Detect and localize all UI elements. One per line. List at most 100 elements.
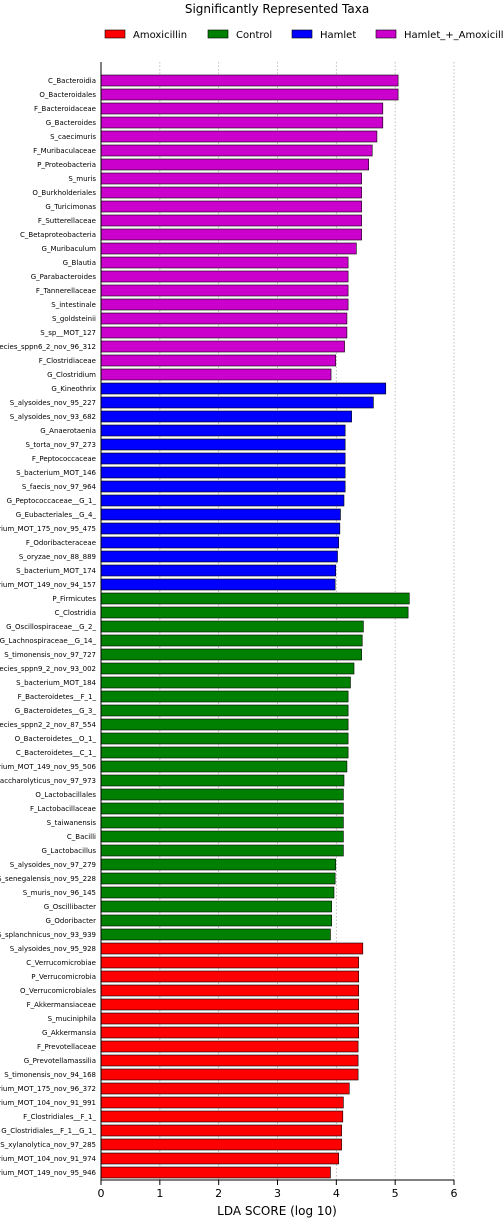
y-tick-label: S_bacterium_MOT_149_nov_95_506 (0, 763, 97, 771)
bar-s-bacterium-mot-104-nov-91-991 (100, 1096, 344, 1109)
y-tick-label: S_saccharolyticus_nov_97_973 (0, 777, 96, 785)
bar-o-verrucomicrobiales (100, 984, 359, 997)
y-tick-label: F_Lactobacillaceae (30, 805, 96, 813)
bar-s-bacterium-mot-184 (100, 676, 351, 689)
bar-f-tannerellaceae (100, 284, 349, 297)
y-tick-label: G_Eubacteriales__G_4_ (16, 511, 97, 519)
bar-g-blautia (100, 256, 349, 269)
bar-s-alysoides-nov-95-227 (100, 396, 374, 409)
y-tick-label: S_bacterium_MOT_149_nov_95_946 (0, 1169, 97, 1177)
bar-g-eubacteriales-g-4 (100, 508, 341, 521)
bar-g-parabacteroides (100, 270, 349, 283)
bar-o-burkholderiales (100, 186, 362, 199)
y-tick-label: S_alysoides_nov_97_279 (10, 861, 96, 869)
y-tick-label: G_Odoribacter (46, 917, 97, 925)
bar-o-bacteroidales (100, 88, 399, 101)
bar-s-alysoides-nov-97-279 (100, 858, 337, 871)
y-tick-label: F_Muribaculaceae (33, 147, 96, 155)
y-tick-label: S_timonensis_nov_97_727 (4, 651, 96, 659)
y-tick-label: G_Anaerotaenia (40, 427, 96, 435)
y-tick-label: S_bacterium_MOT_184 (16, 679, 96, 687)
bar-c-bacteroidia (100, 74, 399, 87)
bar-f-clostridiales-f-1 (100, 1110, 344, 1123)
y-tick-label: G_Lactobacillus (42, 847, 97, 855)
y-tick-label: species_sppn2_2_nov_87_554 (0, 721, 97, 729)
bar-series (100, 74, 410, 1179)
legend-label-control: Control (236, 30, 272, 41)
y-tick-label: S_caecimuris (50, 133, 96, 141)
bar-o-lactobacillales (100, 788, 344, 801)
bar-f-lactobacillaceae (100, 802, 344, 815)
x-tick-label: 4 (333, 1187, 340, 1200)
bar-f-muribaculaceae (100, 144, 373, 157)
y-tick-label: S_intestinale (51, 301, 96, 309)
y-tick-label: F_Sutterellaceae (38, 217, 96, 225)
bar-s-bacterium-mot-104-nov-91-974 (100, 1152, 339, 1165)
y-tick-label: C_Verrucomicrobiae (26, 959, 96, 967)
bar-s-bacterium-mot-146 (100, 466, 346, 479)
y-tick-label: G_Peptococcaceae__G_1_ (7, 497, 97, 505)
y-tick-label: S_bacterium_MOT_104_nov_91_991 (0, 1099, 96, 1107)
chart-title: Significantly Represented Taxa (185, 2, 369, 16)
x-tick-label: 2 (215, 1187, 222, 1200)
bar-s-muciniphila (100, 1012, 359, 1025)
bar-s-oryzae-nov-88-889 (100, 550, 338, 563)
y-tick-label: C_Clostridia (55, 609, 96, 617)
y-tick-label: O_Bacteroidales (39, 91, 96, 99)
y-tick-label: F_Odoribacteraceae (26, 539, 96, 547)
y-tick-label: S_bacterium_MOT_146 (16, 469, 96, 477)
bar-g-muribaculum (100, 242, 357, 255)
bar-g-anaerotaenia (100, 424, 346, 437)
bar-s-torta-nov-97-273 (100, 438, 346, 451)
y-tick-label: G_Bacteroidetes__G_3_ (15, 707, 97, 715)
bar-s-goldsteinii (100, 312, 348, 325)
bar-f-bacteroidaceae (100, 102, 384, 115)
y-tick-label: F_Tannerellaceae (36, 287, 96, 295)
bar-f-akkermansiaceae (100, 998, 359, 1011)
bar-s-muris (100, 172, 362, 185)
y-tick-label: G_Parabacteroides (31, 273, 97, 281)
x-tick-label: 3 (274, 1187, 281, 1200)
bar-f-peptococcaceae (100, 452, 346, 465)
y-tick-label: S_torta_nov_97_273 (25, 441, 96, 449)
bar-g-kineothrix (100, 382, 387, 395)
bar-g-oscillospiraceae-g-2 (100, 620, 364, 633)
bar-c-bacteroidetes-c-1 (100, 746, 349, 759)
y-tick-label: P_Verrucomicrobia (31, 973, 96, 981)
bar-species-sppn6-2-nov-96-312 (100, 340, 345, 353)
bar-s-senegalensis-nov-95-228 (100, 872, 336, 885)
bar-species-sppn9-2-nov-93-002 (100, 662, 355, 675)
y-tick-label: C_Bacteroidia (48, 77, 96, 85)
legend-swatch-hamlet-amoxicillin (375, 29, 397, 39)
bar-g-lachnospiraceae-g-14 (100, 634, 363, 647)
bar-c-clostridia (100, 606, 409, 619)
bar-g-peptococcaceae-g-1 (100, 494, 345, 507)
bar-s-intestinale (100, 298, 349, 311)
y-tick-label: species_sppn9_2_nov_93_002 (0, 665, 96, 673)
y-tick-label: S_taiwanensis (47, 819, 97, 827)
y-tick-label: C_Bacilli (67, 833, 96, 841)
bar-s-bacterium-mot-174 (100, 564, 337, 577)
y-tick-label: C_Betaproteobacteria (20, 231, 96, 239)
bar-species-sppn2-2-nov-87-554 (100, 718, 349, 731)
y-tick-label: G_Muribaculum (42, 245, 97, 253)
y-tick-label: S_oryzae_nov_88_889 (19, 553, 96, 561)
bar-g-odoribacter (100, 914, 332, 927)
x-tick-label: 5 (392, 1187, 399, 1200)
y-tick-label: G_Turicimonas (45, 203, 96, 211)
bar-s-timonensis-nov-97-727 (100, 648, 362, 661)
bar-g-oscillibacter (100, 900, 332, 913)
bar-g-clostridiales-f-1-g-1 (100, 1124, 342, 1137)
y-tick-label: F_Bacteroidaceae (34, 105, 96, 113)
bar-c-bacilli (100, 830, 344, 843)
legend-swatch-control (207, 29, 229, 39)
bar-s-faecis-nov-97-964 (100, 480, 346, 493)
y-tick-label: O_Burkholderiales (32, 189, 96, 197)
x-tick-label: 6 (451, 1187, 458, 1200)
y-tick-label: G_Oscillibacter (44, 903, 96, 911)
bar-g-clostridium (100, 368, 332, 381)
y-tick-label: S_alysoides_nov_95_928 (10, 945, 96, 953)
bar-s-xylanolytica-nov-97-285 (100, 1138, 342, 1151)
bar-g-bacteroides (100, 116, 384, 129)
